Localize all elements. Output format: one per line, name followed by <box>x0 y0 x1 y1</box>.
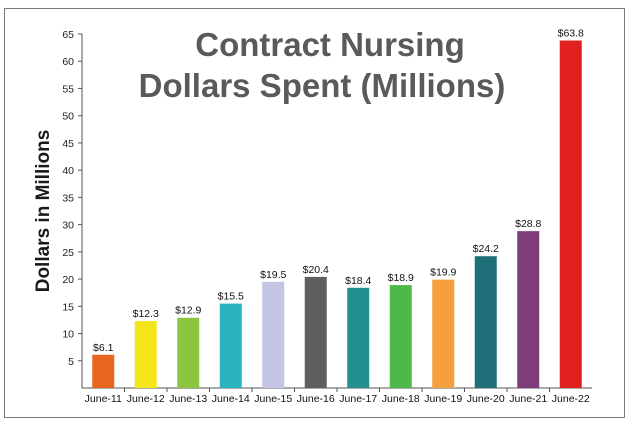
y-tick-label: 55 <box>62 83 74 95</box>
bar-value-label: $18.9 <box>388 272 414 284</box>
bar-value-label: $63.8 <box>558 28 584 40</box>
y-tick-label: 25 <box>62 247 74 259</box>
x-tick-label: June-18 <box>382 393 420 405</box>
x-tick-label: June-20 <box>467 393 505 405</box>
x-tick-label: June-13 <box>169 393 207 405</box>
bar-value-label: $24.2 <box>473 243 499 255</box>
chart-title: Contract Nursing Dollars Spent (Millions… <box>139 26 506 104</box>
x-tick-label: June-21 <box>509 393 547 405</box>
x-tick-label: June-12 <box>127 393 165 405</box>
y-tick-label: 65 <box>62 29 74 41</box>
y-tick-label: 15 <box>62 301 74 313</box>
bar-june-17 <box>347 287 370 388</box>
bar-june-14 <box>219 303 242 388</box>
y-tick-label: 50 <box>62 111 74 123</box>
y-axis-ticks: 5 10 15 20 25 30 35 40 45 50 55 60 65 <box>62 29 82 368</box>
bar-june-13 <box>177 317 200 388</box>
bar-value-label: $18.4 <box>345 275 371 287</box>
y-axis-label: Dollars in Millions <box>33 130 54 293</box>
y-tick-label: 60 <box>62 56 74 68</box>
bar-value-label: $12.9 <box>175 305 201 317</box>
bar-june-11 <box>92 354 115 388</box>
bar-june-22 <box>559 40 582 388</box>
bar-value-label: $20.4 <box>303 264 329 276</box>
bar-june-12 <box>134 321 157 388</box>
bar-june-15 <box>262 281 285 388</box>
bar-value-label: $28.8 <box>515 218 541 230</box>
bar-value-label: $12.3 <box>133 308 159 320</box>
bar-june-21 <box>517 231 540 388</box>
bar-june-16 <box>304 276 327 388</box>
y-tick-label: 20 <box>62 274 74 286</box>
bar-value-label: $19.5 <box>260 269 286 281</box>
bar-value-label: $15.5 <box>218 291 244 303</box>
x-tick-label: June-16 <box>297 393 335 405</box>
x-tick-label: June-22 <box>552 393 590 405</box>
bar-value-label: $6.1 <box>93 342 114 354</box>
x-tick-label: June-14 <box>212 393 250 405</box>
y-tick-label: 10 <box>62 329 74 341</box>
bar-june-18 <box>389 285 412 388</box>
y-tick-label: 40 <box>62 165 74 177</box>
y-tick-label: 35 <box>62 192 74 204</box>
x-tick-label: June-17 <box>339 393 377 405</box>
x-axis-ticks: June-11 June-12 June-13 June-14 June-15 June-… <box>85 388 590 405</box>
chart-title-line-1: Contract Nursing <box>195 26 465 63</box>
bar-june-19 <box>432 279 455 388</box>
x-tick-label: June-19 <box>424 393 462 405</box>
y-tick-label: 45 <box>62 138 74 150</box>
bars: $6.1 $12.3 $12.9 $15.5 $19.5 $20.4 $18.4 $18.9 $… <box>92 28 584 388</box>
chart-title-line-2: Dollars Spent (Millions) <box>139 67 506 104</box>
bar-june-20 <box>474 256 497 388</box>
x-tick-label: June-11 <box>85 393 122 405</box>
y-tick-label: 30 <box>62 220 74 232</box>
y-tick-label: 5 <box>68 356 74 368</box>
bar-value-label: $19.9 <box>430 267 456 279</box>
x-tick-label: June-15 <box>254 393 292 405</box>
